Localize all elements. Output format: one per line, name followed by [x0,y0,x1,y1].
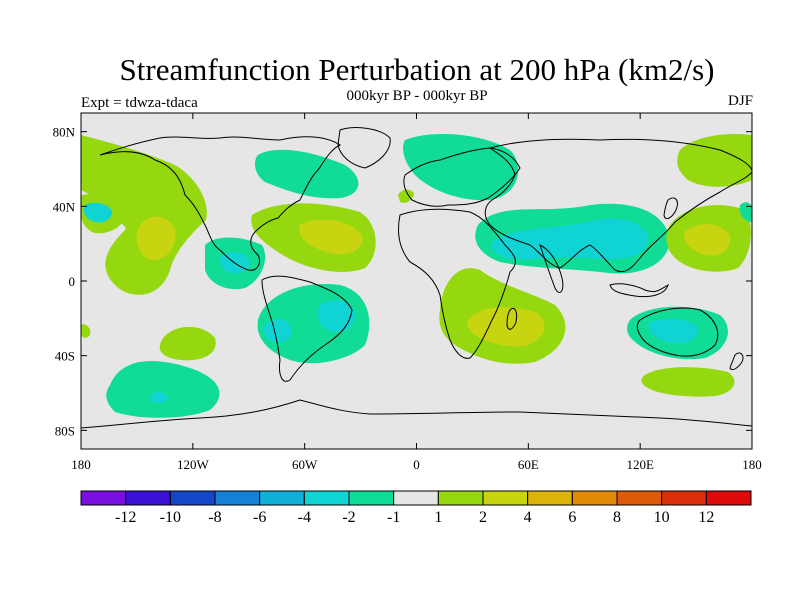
contour-region [81,324,91,338]
contour-region [491,218,648,260]
colorbar-label: 8 [613,509,621,526]
lat-tick-label: 40N [53,199,76,214]
coastline-madagascar [506,307,518,330]
coastline-australia [636,307,719,357]
colorbar-swatch [705,490,752,506]
contour-region [299,219,363,255]
colorbar-label: -1 [387,509,400,526]
lon-tick-label: 60E [518,457,539,472]
contour-region [159,326,216,361]
colorbar-swatch [437,490,484,506]
lon-tick-label: 120E [626,457,654,472]
colorbar-swatch [303,490,350,506]
colorbar-label: -6 [253,509,266,526]
lon-tick-label: 180 [742,457,762,472]
colorbar-label: 4 [524,509,532,526]
lat-tick-label: 0 [69,274,76,289]
colorbar-label: -8 [208,509,221,526]
colorbar-label: 2 [479,509,487,526]
coastline-layer [81,127,752,429]
colorbar-label: 10 [654,509,670,526]
plot-title: Streamfunction Perturbation at 200 hPa (… [119,52,715,87]
colorbar-label: -10 [160,509,181,526]
coastline-europe [403,147,521,207]
contour-fill-layer [81,133,752,418]
contour-region [106,361,220,418]
contour-region [684,224,731,256]
colorbar-label: -2 [342,509,355,526]
lon-tick-label: 120W [177,457,210,472]
colorbar-label: 1 [434,509,442,526]
colorbar-swatch [348,490,395,506]
contour-region [648,318,699,343]
axis-ticks: 180 120W 60W 0 60E 120E 180 80N 40N 0 40S 80S [53,113,762,472]
contour-region [150,392,168,404]
colorbar-swatch [214,490,261,506]
contour-region [677,133,752,187]
colorbar-swatch [80,490,127,506]
coastline-antarctica [81,399,752,429]
lon-tick-label: 60W [292,457,318,472]
colorbar-label: -12 [115,509,136,526]
colorbar: -12 -10 -8 -6 -4 -2 -1 1 2 4 6 8 10 12 [80,490,752,526]
experiment-label: Expt = tdwza-tdaca [81,95,198,111]
coastline-maritime [609,283,669,298]
colorbar-swatch [259,490,305,506]
lon-tick-label: 180 [71,457,91,472]
coastline-north-america [99,136,341,271]
contour-region [403,134,519,201]
colorbar-swatch [393,490,439,506]
coastline-africa [397,208,516,359]
colorbar-label: -4 [298,509,311,526]
contour-region [317,300,355,332]
colorbar-swatch [661,490,707,506]
contour-region [254,149,359,199]
coastline-asia [484,138,752,273]
contour-region [136,216,176,261]
season-label: DJF [727,93,753,109]
colorbar-swatch [571,490,618,506]
lat-tick-label: 80S [55,423,75,438]
coastline-japan [663,197,678,220]
coastline-south-america [261,275,353,382]
contour-region [83,202,112,223]
colorbar-swatch [125,490,171,506]
colorbar-swatch [169,490,216,506]
plot-subtitle: 000kyr BP - 000kyr BP [346,88,488,104]
lon-tick-label: 0 [413,457,420,472]
contour-region [641,367,735,397]
lat-tick-label: 40S [55,349,75,364]
colorbar-swatch [527,490,573,506]
colorbar-label: 6 [568,509,576,526]
lat-tick-label: 80N [53,125,76,140]
contour-region [263,318,292,343]
colorbar-swatch [616,490,663,506]
coastline-new-zealand [729,352,744,371]
contour-region [398,189,414,203]
colorbar-swatch [482,490,529,506]
contour-region [739,202,752,222]
colorbar-label: 12 [698,509,714,526]
coastline-india [539,244,564,293]
coastline-greenland [337,127,391,169]
contour-region [467,307,545,347]
